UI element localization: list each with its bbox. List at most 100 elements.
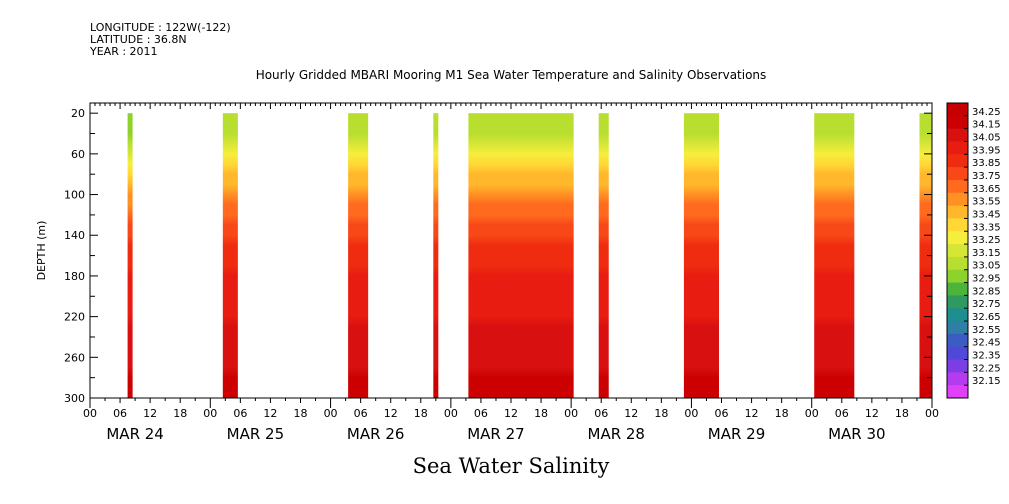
x-day-label: MAR 28 (588, 425, 645, 443)
y-tick-label: 260 (64, 351, 85, 364)
colorbar-swatch (947, 218, 968, 232)
x-tick-label: 18 (895, 407, 909, 420)
x-tick-label: 12 (865, 407, 879, 420)
longitude-label: LONGITUDE : 122W(-122) (90, 21, 231, 34)
latitude-label: LATITUDE : 36.8N (90, 33, 187, 46)
colorbar-label: 33.15 (972, 248, 1001, 259)
colorbar-label: 33.45 (972, 209, 1001, 220)
colorbar-swatch (947, 282, 968, 296)
salinity-segment (222, 113, 238, 398)
x-tick-label: 06 (594, 407, 608, 420)
colorbar-frame (946, 102, 969, 399)
colorbar-label: 33.95 (972, 145, 1001, 156)
colorbar-swatch (947, 359, 968, 373)
y-tick-label: 100 (64, 189, 85, 202)
y-tick-label: 140 (64, 229, 85, 242)
colorbar-swatch (947, 141, 968, 155)
colorbar-label: 32.75 (972, 299, 1001, 310)
colorbar-label: 32.25 (972, 363, 1001, 374)
colorbar-label: 34.05 (972, 132, 1001, 143)
metadata-block: LONGITUDE : 122W(-122) LATITUDE : 36.8N … (90, 22, 231, 58)
y-tick-label: 220 (64, 311, 85, 324)
x-tick-label: 00 (203, 407, 217, 420)
colorbar-label: 32.55 (972, 325, 1001, 336)
colorbar-swatch (947, 372, 968, 386)
colorbar-swatch (947, 333, 968, 348)
colorbar-label: 34.25 (972, 107, 1001, 118)
x-day-label: MAR 29 (708, 425, 765, 443)
x-tick-label: 18 (534, 407, 548, 420)
colorbar-label: 33.35 (972, 222, 1001, 233)
colorbar-swatch (947, 321, 968, 335)
year-label: YEAR : 2011 (90, 45, 158, 58)
x-tick-label: 06 (354, 407, 368, 420)
colorbar-label: 33.85 (972, 158, 1001, 169)
salinity-segment (433, 113, 439, 398)
x-tick-label: 00 (684, 407, 698, 420)
x-day-label: MAR 27 (467, 425, 524, 443)
x-tick-label: 18 (173, 407, 187, 420)
x-tick-label: 12 (624, 407, 638, 420)
colorbar-label: 33.55 (972, 197, 1001, 208)
x-tick-label: 06 (835, 407, 849, 420)
colorbar-swatch (947, 192, 968, 207)
colorbar-swatch (947, 167, 968, 181)
colorbar-label: 32.85 (972, 286, 1001, 297)
colorbar-swatch (947, 385, 968, 399)
x-tick-label: 00 (444, 407, 458, 420)
x-tick-label: 06 (715, 407, 729, 420)
colorbar-swatch (947, 256, 968, 271)
y-tick-label: 60 (71, 148, 85, 161)
x-tick-label: 06 (113, 407, 127, 420)
salinity-segment (127, 113, 133, 398)
y-tick-label: 300 (64, 392, 85, 405)
salinity-segment (468, 113, 574, 398)
salinity-segment (683, 113, 719, 398)
x-tick-label: 00 (564, 407, 578, 420)
salinity-segment (814, 113, 855, 398)
colorbar-swatch (947, 103, 968, 117)
colorbar-swatch (947, 231, 968, 245)
x-tick-label: 00 (805, 407, 819, 420)
x-tick-label: 06 (233, 407, 247, 420)
x-day-label: MAR 25 (227, 425, 284, 443)
colorbar-swatch (947, 128, 968, 142)
x-axis-title: Sea Water Salinity (412, 454, 610, 478)
colorbar-swatch (947, 269, 968, 284)
x-tick-label: 12 (504, 407, 518, 420)
x-day-label: MAR 24 (106, 425, 163, 443)
x-tick-label: 12 (745, 407, 759, 420)
colorbar-label: 32.15 (972, 376, 1001, 387)
colorbar-label: 32.65 (972, 312, 1001, 323)
colorbar-label: 33.65 (972, 184, 1001, 195)
colorbar-label: 32.45 (972, 338, 1001, 349)
x-tick-label: 18 (294, 407, 308, 420)
colorbar-label: 33.75 (972, 171, 1001, 182)
salinity-segment (919, 113, 932, 398)
colorbar-swatch (947, 346, 968, 361)
colorbar-swatch (947, 244, 968, 258)
x-tick-label: 12 (263, 407, 277, 420)
y-axis-title: DEPTH (m) (35, 221, 48, 281)
colorbar-label: 32.95 (972, 274, 1001, 285)
colorbar-label: 32.35 (972, 351, 1001, 362)
salinity-segment (348, 113, 369, 398)
colorbar-swatch (947, 154, 968, 168)
x-tick-label: 18 (654, 407, 668, 420)
colorbar-swatch (947, 115, 968, 130)
colorbar-swatch (947, 179, 968, 194)
colorbar-swatch (947, 308, 968, 322)
x-tick-label: 12 (143, 407, 157, 420)
x-day-label: MAR 26 (347, 425, 404, 443)
y-tick-label: 180 (64, 270, 85, 283)
x-tick-label: 12 (384, 407, 398, 420)
colorbar-label: 34.15 (972, 120, 1001, 131)
axes: 00 06 12 18 00 06 12 18 00 06 12 18 00 06 12 18 00 06 12 18… (35, 102, 939, 443)
x-tick-label: 18 (414, 407, 428, 420)
x-tick-label: 00 (83, 407, 97, 420)
chart-title: Hourly Gridded MBARI Mooring M1 Sea Wate… (255, 68, 767, 82)
x-tick-label: 00 (925, 407, 939, 420)
colorbar-label: 33.25 (972, 235, 1001, 246)
